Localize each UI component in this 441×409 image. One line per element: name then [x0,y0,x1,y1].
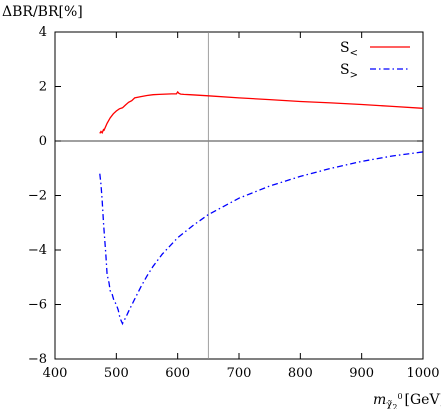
x-label-unit: [GeV] [405,392,441,408]
y-tick-label: 2 [39,80,47,95]
y-tick-label: −2 [28,189,47,204]
y-tick-label: −8 [28,352,47,367]
x-axis-label: mχ̃20 [GeV] [373,392,441,409]
y-axis-label: ΔBR/BR[%] [2,4,83,20]
legend: S< S> [340,40,410,81]
x-label-var: m [373,392,386,408]
legend-label-1: S> [340,62,358,81]
x-tick-label: 1000 [406,366,439,381]
y-tick-label: 4 [39,25,47,40]
ticks: 400 500 600 700 800 900 1000 −8 −6 −4 −2 0 2 4 [28,25,440,381]
y-tick-label: −6 [28,298,47,313]
x-label-subsub: 2 [392,403,397,409]
x-tick-label: 800 [288,366,313,381]
x-tick-label: 700 [227,366,252,381]
y-tick-label: 0 [39,134,47,149]
legend-label-0: S< [340,40,358,59]
x-label-sup: 0 [397,392,402,401]
plot-frame [54,31,424,360]
series-line-0 [99,90,424,134]
series-layer [99,90,424,326]
x-tick-label: 600 [165,366,190,381]
y-tick-label: −4 [28,243,47,258]
x-tick-label: 500 [104,366,129,381]
reference-lines [55,32,423,359]
x-tick-label: 900 [349,366,374,381]
x-tick-label: 400 [43,366,68,381]
x-label-sub: χ̃ [386,400,392,409]
series-line-1 [99,151,424,326]
